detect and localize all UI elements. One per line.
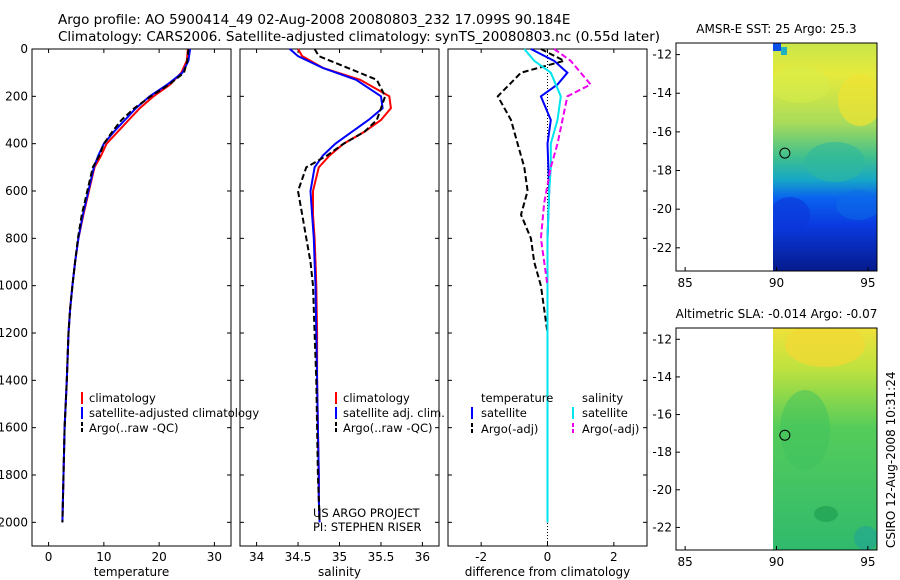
sla-map-image <box>773 328 877 550</box>
sst_map-profile-marker <box>779 147 791 159</box>
project-name: US ARGO PROJECT <box>313 506 420 520</box>
temperature-legend-label: satellite-adjusted climatology <box>89 406 259 420</box>
side-timestamp: CSIRO 12-Aug-2008 10:31:24 <box>884 371 898 548</box>
difference-legend-group-title: temperature <box>481 391 553 405</box>
temperature-ytick-label: 1800 <box>0 468 28 482</box>
salinity-plot-frame <box>239 48 440 547</box>
temperature-xlabel: temperature <box>94 565 169 579</box>
sst_map-ytick-label: -12 <box>652 48 672 62</box>
difference-legend-group-title: salinity <box>582 391 623 405</box>
salinity-series-satellite-adj-clim- <box>289 48 384 523</box>
sla_map-ytick-label: -22 <box>652 520 672 534</box>
temperature-ytick-label: 400 <box>5 137 28 151</box>
difference-legend-label: satellite <box>481 406 527 420</box>
difference-series-salinity-argo-adj- <box>539 48 593 286</box>
temperature-ytick-label: 800 <box>5 231 28 245</box>
temperature-xtick-label: 20 <box>151 550 166 564</box>
difference-legend-label: Argo(-adj) <box>582 422 639 436</box>
sla_map-xtick-label: 90 <box>769 555 784 569</box>
temperature-ytick-label: 1400 <box>0 373 28 387</box>
difference-legend-label: satellite <box>582 406 628 420</box>
sla_map-ytick-label: -14 <box>652 370 672 384</box>
temperature-ytick-label: 1000 <box>0 279 28 293</box>
temperature-xtick-label: 30 <box>207 550 222 564</box>
difference-series-salinity-satellite <box>523 48 562 523</box>
temperature-ytick-label: 2000 <box>0 515 28 529</box>
difference-xtick-label: 0 <box>544 550 552 564</box>
sst_map-ytick-label: -16 <box>652 125 672 139</box>
salinity-xlabel: salinity <box>318 565 361 579</box>
salinity-legend-label: climatology <box>343 391 410 405</box>
sst-map-image <box>773 43 877 271</box>
salinity-xtick-label: 36 <box>415 550 430 564</box>
sla_map-xtick-label: 95 <box>860 555 875 569</box>
temperature-legend-label: climatology <box>89 391 156 405</box>
sst_map-ytick-label: -18 <box>652 164 672 178</box>
temperature-ytick-label: 200 <box>5 89 28 103</box>
temperature-legend-label: Argo(..raw -QC) <box>89 421 179 435</box>
sst_map-ytick-label: -14 <box>652 86 672 100</box>
sla_map-ytick-label: -16 <box>652 408 672 422</box>
sla_map-profile-marker <box>779 429 791 441</box>
sla_map-ytick-label: -20 <box>652 483 672 497</box>
sst_map-xtick-label: 95 <box>860 276 875 290</box>
salinity-xtick-label: 35.5 <box>368 550 395 564</box>
temperature-series-argo-raw-qc- <box>61 48 190 523</box>
sla_map-ytick-label: -12 <box>652 332 672 346</box>
salinity-xtick-label: 34.5 <box>285 550 312 564</box>
sla_map-xtick-label: 85 <box>677 555 692 569</box>
salinity-series-climatology <box>297 48 392 523</box>
figure-title-line2: Climatology: CARS2006. Satellite-adjuste… <box>58 29 661 45</box>
temperature-xtick-label: 10 <box>96 550 111 564</box>
temperature-ytick-label: 1600 <box>0 421 28 435</box>
salinity-xtick-label: 35 <box>332 550 347 564</box>
sst_map-ytick-label: -22 <box>652 241 672 255</box>
temperature-ytick-label: 1200 <box>0 326 28 340</box>
temperature-ytick-label: 0 <box>20 42 28 56</box>
salinity-xtick-label: 34 <box>249 550 264 564</box>
temperature-ytick-label: 600 <box>5 184 28 198</box>
sst_map-xtick-label: 90 <box>769 276 784 290</box>
sst_map-ytick-label: -20 <box>652 202 672 216</box>
temperature-xtick-label: 0 <box>45 550 53 564</box>
figure-title-line1: Argo profile: AO 5900414_49 02-Aug-2008 … <box>58 12 571 28</box>
sla_map-title: Altimetric SLA: -0.014 Argo: -0.07 <box>676 307 878 321</box>
difference-xtick-label: -2 <box>475 550 487 564</box>
sla_map-ytick-label: -18 <box>652 445 672 459</box>
difference-xtick-label: 2 <box>610 550 618 564</box>
salinity-legend-label: Argo(..raw -QC) <box>343 421 433 435</box>
temperature-series-satellite-adjusted-climatology <box>61 48 192 523</box>
sst_map-xtick-label: 85 <box>677 276 692 290</box>
difference-series-temperature-argo-adj- <box>496 48 567 523</box>
difference-legend-label: Argo(-adj) <box>481 422 538 436</box>
difference-xlabel: difference from climatology <box>465 565 631 579</box>
project-label: US ARGO PROJECT PI: STEPHEN RISER <box>313 506 422 534</box>
temperature-plot-frame <box>31 48 232 547</box>
salinity-legend-label: satellite adj. clim. <box>343 406 445 420</box>
project-pi: PI: STEPHEN RISER <box>313 520 422 534</box>
sst_map-title: AMSR-E SST: 25 Argo: 25.3 <box>696 22 856 36</box>
salinity-series-argo-raw-qc- <box>296 48 387 523</box>
